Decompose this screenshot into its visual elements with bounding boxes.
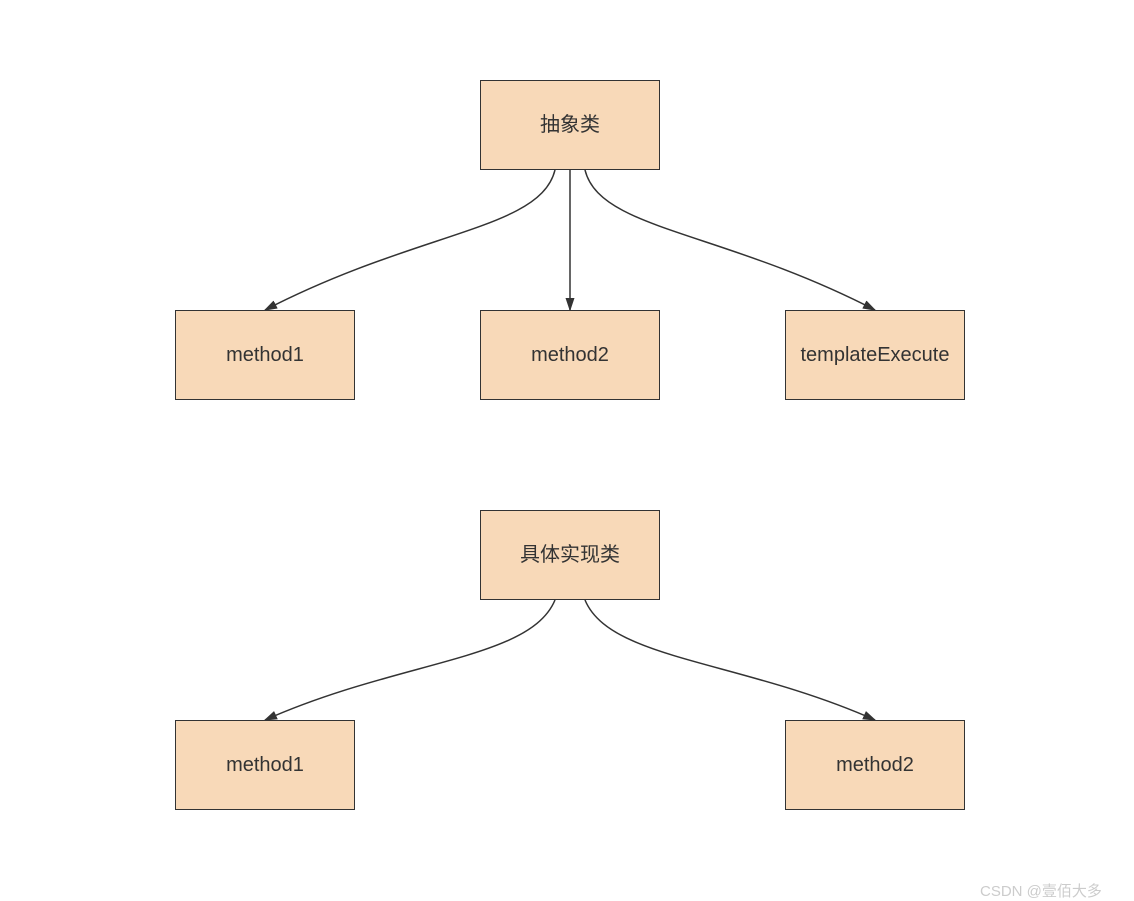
node-m2b: method2 xyxy=(785,720,965,810)
edge-concrete-m1b xyxy=(265,600,555,720)
node-tmpl: templateExecute xyxy=(785,310,965,400)
node-m1a: method1 xyxy=(175,310,355,400)
edge-abstract-m1a xyxy=(265,170,555,310)
node-abstract: 抽象类 xyxy=(480,80,660,170)
edge-abstract-tmpl xyxy=(585,170,875,310)
diagram-container: 抽象类 method1 method2 templateExecute 具体实现类 met… xyxy=(0,0,1134,900)
edge-concrete-m2b xyxy=(585,600,875,720)
node-m2a: method2 xyxy=(480,310,660,400)
node-m1b: method1 xyxy=(175,720,355,810)
node-concrete: 具体实现类 xyxy=(480,510,660,600)
watermark: CSDN @壹佰大多 xyxy=(980,880,1102,901)
